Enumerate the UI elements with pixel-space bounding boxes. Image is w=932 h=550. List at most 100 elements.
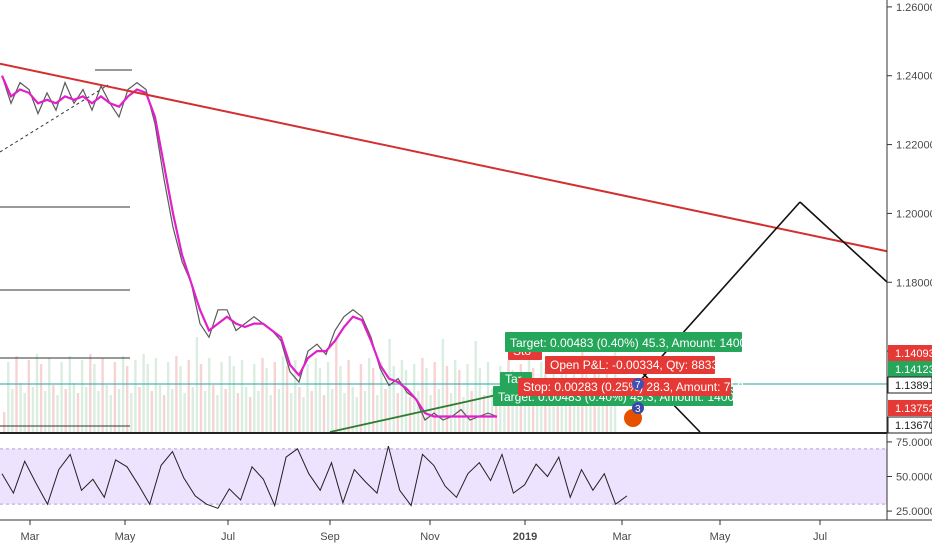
volume-bar xyxy=(310,391,313,432)
volume-bar xyxy=(285,366,289,432)
volume-bar xyxy=(109,395,112,432)
volume-bar xyxy=(232,366,235,432)
x-tick-label: Nov xyxy=(420,531,440,543)
volume-bar xyxy=(515,397,518,432)
event-badge-icon[interactable] xyxy=(632,402,644,414)
volume-bar xyxy=(191,387,194,432)
order-annotation-box[interactable] xyxy=(518,378,731,396)
y-tick-label: 1.20000 xyxy=(896,208,932,220)
volume-bar xyxy=(347,360,350,432)
volume-bar xyxy=(380,362,383,432)
volume-bar xyxy=(384,389,387,432)
volume-bar xyxy=(359,364,363,432)
order-annotation-box[interactable] xyxy=(505,332,742,352)
volume-bar xyxy=(367,358,371,432)
volume-bar xyxy=(85,387,88,432)
volume-bar xyxy=(80,360,84,432)
volume-bar xyxy=(56,395,59,432)
x-tick-label: Mar xyxy=(613,531,632,543)
volume-bar xyxy=(466,364,469,432)
volume-bar xyxy=(150,391,153,432)
y-tick-label: 1.26000 xyxy=(896,2,932,14)
oscillator-series xyxy=(1,445,628,509)
volume-bar xyxy=(437,389,440,432)
volume-bar xyxy=(355,397,358,432)
volume-bar xyxy=(216,395,219,432)
volume-bar xyxy=(429,395,432,432)
x-tick-label: May xyxy=(710,531,731,543)
price-badge xyxy=(888,361,932,377)
volume-bar xyxy=(7,362,10,432)
volume-bar xyxy=(15,356,18,432)
volume-bar xyxy=(48,358,51,432)
volume-bar xyxy=(236,393,240,432)
x-tick-label: Mar xyxy=(21,531,40,543)
volume-bar xyxy=(281,356,285,432)
projection-line-down[interactable] xyxy=(799,201,888,283)
volume-bar xyxy=(265,368,268,432)
volume-bar xyxy=(130,393,133,432)
volume-bar xyxy=(269,395,272,432)
x-tick-label: Jul xyxy=(221,531,235,543)
volume-bar xyxy=(425,368,428,432)
volume-bar xyxy=(97,391,100,432)
volume-bar xyxy=(27,360,30,432)
green-support-trendline[interactable] xyxy=(329,391,511,433)
volume-bar xyxy=(609,393,613,432)
volume-bar xyxy=(343,393,346,432)
volume-bar xyxy=(121,356,125,432)
volume-bar xyxy=(244,387,248,432)
volume-bar xyxy=(93,364,96,432)
price-badge-label: 1.13891 xyxy=(895,380,932,392)
volume-bar xyxy=(277,389,281,432)
price-badge-label: 1.14093 xyxy=(895,348,932,360)
order-annotation-box[interactable] xyxy=(545,356,715,374)
x-tick-label: 2019 xyxy=(513,531,537,543)
volume-bar xyxy=(257,391,260,432)
volume-bar xyxy=(372,368,375,432)
volume-bar xyxy=(363,391,367,432)
volume-bar xyxy=(228,356,231,432)
price-badge xyxy=(888,400,932,416)
volume-bar xyxy=(3,412,6,432)
volume-bar xyxy=(203,391,207,432)
volume-bar xyxy=(351,387,354,432)
volume-bar xyxy=(273,362,276,432)
volume-bar xyxy=(548,399,551,432)
volume-bar xyxy=(396,393,399,432)
volume-bar xyxy=(335,339,338,432)
volume-bar xyxy=(240,360,244,432)
volume-bar xyxy=(134,360,137,432)
event-badge-icon[interactable] xyxy=(632,378,644,390)
volume-bar xyxy=(454,360,457,432)
event-badge-label: 7 xyxy=(635,380,641,391)
y-tick-label: 1.18000 xyxy=(896,277,932,289)
volume-bar xyxy=(68,356,71,432)
volume-bar xyxy=(601,399,604,432)
volume-bar xyxy=(589,395,592,432)
red-resistance-trendline[interactable] xyxy=(0,62,888,253)
y-tick-label: 1.22000 xyxy=(896,140,932,152)
volume-bar xyxy=(19,383,22,432)
x-tick-label: Sep xyxy=(320,531,340,543)
volume-bar xyxy=(290,393,293,432)
volume-bar xyxy=(298,387,301,432)
volume-bar xyxy=(146,364,149,432)
volume-bar xyxy=(302,397,305,432)
volume-bar xyxy=(179,366,182,432)
volume-bar xyxy=(536,395,539,432)
price-badge xyxy=(887,416,932,434)
oscillator-y-tick-label: 50.0000 xyxy=(896,472,932,484)
volume-bar xyxy=(577,391,580,432)
volume-bar xyxy=(318,368,322,432)
volume-bar xyxy=(253,364,256,432)
y-tick-label: 1.24000 xyxy=(896,71,932,83)
order-annotation-label: Open P&L: -0.00334, Qty: 88339 xyxy=(550,358,725,372)
volume-bar xyxy=(44,391,47,432)
volume-bar xyxy=(249,397,252,432)
volume-bar xyxy=(404,370,408,432)
volume-bar xyxy=(482,395,486,432)
volume-bar xyxy=(162,395,166,432)
